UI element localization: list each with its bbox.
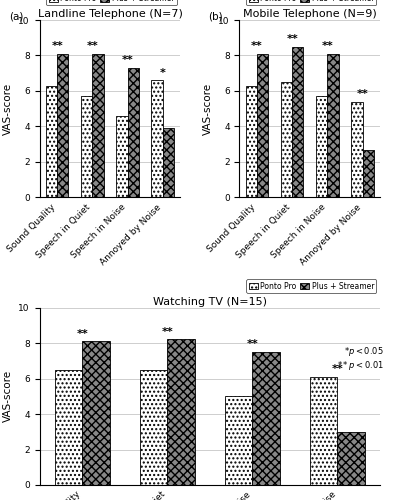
Bar bbox=[92, 54, 104, 198]
Text: **: ** bbox=[51, 41, 63, 51]
Title: Mobile Telephone (N=9): Mobile Telephone (N=9) bbox=[243, 9, 377, 19]
Bar bbox=[151, 80, 163, 198]
Bar bbox=[225, 396, 252, 485]
Bar bbox=[46, 86, 57, 198]
Bar bbox=[163, 128, 174, 198]
Text: **: ** bbox=[331, 364, 343, 374]
Bar bbox=[292, 46, 303, 198]
Text: **: ** bbox=[247, 339, 258, 349]
Bar bbox=[362, 150, 374, 198]
Bar bbox=[82, 341, 110, 485]
Bar bbox=[252, 352, 280, 485]
Bar bbox=[168, 340, 194, 485]
Legend: Ponto Pro, Plus + Streamer: Ponto Pro, Plus + Streamer bbox=[246, 0, 376, 6]
Text: **: ** bbox=[86, 41, 98, 51]
Bar bbox=[128, 68, 139, 198]
Text: **: ** bbox=[122, 56, 133, 66]
Bar bbox=[310, 376, 337, 485]
Y-axis label: VAS-score: VAS-score bbox=[3, 82, 13, 135]
Bar bbox=[81, 96, 92, 198]
Bar bbox=[281, 82, 292, 198]
Text: $*p<0.05$: $*p<0.05$ bbox=[345, 344, 384, 358]
Bar bbox=[316, 96, 327, 198]
Bar bbox=[140, 370, 168, 485]
Legend: Ponto Pro, Plus + Streamer: Ponto Pro, Plus + Streamer bbox=[46, 0, 177, 6]
Text: **: ** bbox=[162, 327, 173, 337]
Y-axis label: VAS-score: VAS-score bbox=[3, 370, 13, 422]
Bar bbox=[337, 432, 365, 485]
Title: Landline Telephone (N=7): Landline Telephone (N=7) bbox=[38, 9, 183, 19]
Text: $**p<0.01$: $**p<0.01$ bbox=[337, 360, 384, 372]
Legend: Ponto Pro, Plus + Streamer: Ponto Pro, Plus + Streamer bbox=[246, 280, 376, 293]
Y-axis label: VAS-score: VAS-score bbox=[203, 82, 213, 135]
Text: **: ** bbox=[286, 34, 298, 44]
Text: **: ** bbox=[357, 89, 368, 99]
Bar bbox=[55, 370, 82, 485]
Text: **: ** bbox=[76, 328, 88, 338]
Bar bbox=[116, 116, 128, 198]
Text: **: ** bbox=[251, 41, 263, 51]
Text: (b): (b) bbox=[208, 11, 223, 21]
Text: **: ** bbox=[322, 41, 333, 51]
Bar bbox=[246, 86, 257, 198]
Bar bbox=[57, 54, 69, 198]
Text: *: * bbox=[160, 68, 166, 78]
Text: (a): (a) bbox=[9, 11, 23, 21]
Bar bbox=[351, 102, 362, 198]
Title: Watching TV (N=15): Watching TV (N=15) bbox=[153, 296, 267, 306]
Bar bbox=[257, 54, 268, 198]
Bar bbox=[327, 54, 339, 198]
